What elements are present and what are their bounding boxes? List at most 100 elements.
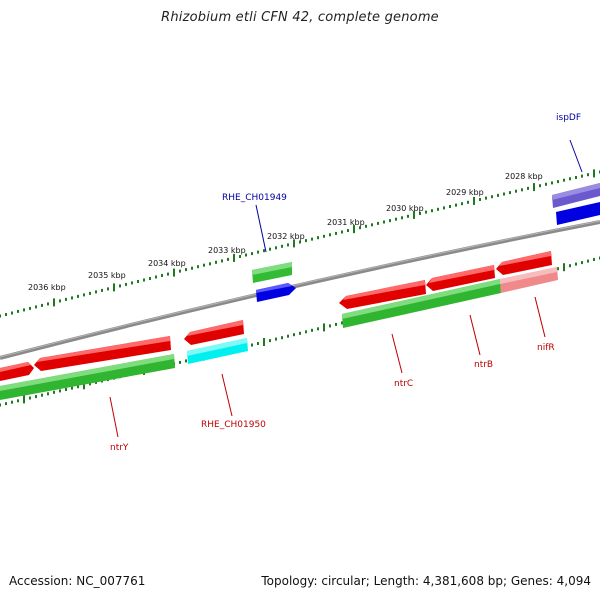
ruler-minor-tick — [179, 269, 181, 273]
ruler-minor-tick — [305, 330, 307, 334]
gene-arrow-highlight — [342, 279, 500, 319]
ruler-major-tick — [473, 196, 475, 205]
gene-arrow-ispDF-sub[interactable] — [556, 202, 600, 225]
ruler-major-tick — [413, 210, 415, 219]
gene-label-ntrC[interactable]: ntrC — [394, 379, 413, 389]
ruler-minor-tick — [305, 239, 307, 243]
ruler-minor-tick — [101, 288, 103, 292]
ruler-minor-tick — [341, 230, 343, 234]
kbp-label: 2036 kbp — [28, 283, 66, 292]
ruler-minor-tick — [59, 389, 61, 393]
ruler-minor-tick — [287, 334, 289, 338]
ruler-major-tick — [323, 323, 325, 332]
leader-ntrY — [109, 396, 119, 438]
ruler-minor-tick — [293, 333, 295, 337]
gene-label-ntrB[interactable]: ntrB — [474, 360, 493, 370]
accession-text: Accession: NC_007761 — [9, 574, 146, 588]
feature-RHE_CH01950[interactable] — [184, 320, 248, 364]
feature-ispDF[interactable] — [552, 183, 600, 225]
ruler-minor-tick — [407, 214, 409, 218]
ruler-minor-tick — [491, 195, 493, 199]
ruler-minor-tick — [5, 313, 7, 316]
ruler-minor-tick — [269, 339, 271, 343]
gene-arrow-highlight — [256, 283, 292, 293]
ruler-minor-tick — [149, 277, 151, 280]
kbp-label: 2030 kbp — [386, 204, 424, 213]
ruler-minor-tick — [245, 253, 247, 257]
leader-RHE_CH01949 — [255, 204, 267, 253]
leader-ntrC — [391, 333, 403, 374]
ruler-minor-tick — [35, 395, 37, 399]
chromosome-backbone-highlight — [0, 220, 600, 358]
leader-lines — [109, 139, 583, 438]
kbp-scale-labels: 2036 kbp 2035 kbp 2034 kbp 2033 kbp 2032… — [28, 172, 543, 292]
ruler-minor-tick — [329, 233, 331, 237]
ruler-minor-tick — [275, 337, 277, 341]
ruler-minor-tick — [269, 247, 271, 251]
ruler-minor-tick — [455, 203, 457, 207]
gene-arrow-highlight — [343, 280, 425, 300]
feature-green-band-right[interactable] — [342, 267, 558, 328]
gene-arrow-highlight — [500, 267, 557, 284]
gene-arrow-highlight — [0, 362, 31, 372]
ruler-major-tick — [533, 183, 535, 192]
ruler-minor-tick — [281, 244, 283, 248]
ruler-minor-tick — [167, 272, 169, 276]
gene-label-ntrY[interactable]: ntrY — [110, 443, 129, 453]
feature-ntrC-ntrB-nifR-red[interactable] — [339, 251, 552, 309]
kbp-label: 2031 kbp — [327, 218, 365, 227]
ruler-minor-tick — [479, 198, 481, 201]
feature-RHE_CH01949[interactable] — [252, 262, 296, 302]
ruler-minor-tick — [425, 210, 427, 214]
ruler-minor-tick — [137, 280, 139, 283]
gene-arrow-highlight — [187, 338, 247, 356]
ruler-major-tick — [293, 239, 295, 248]
ruler-minor-tick — [461, 202, 463, 206]
ruler-minor-tick — [335, 322, 337, 326]
ruler-minor-tick — [41, 393, 43, 397]
kbp-label: 2028 kbp — [505, 172, 543, 181]
ruler-minor-tick — [299, 331, 301, 335]
ruler-minor-tick — [77, 385, 79, 389]
ruler-minor-tick — [569, 264, 571, 268]
ruler-minor-tick — [539, 184, 541, 188]
ruler-minor-tick — [347, 229, 349, 232]
gene-label-ispDF[interactable]: ispDF — [556, 113, 581, 123]
ruler-minor-tick — [335, 231, 337, 235]
ruler-minor-tick — [377, 221, 379, 225]
ruler-minor-tick — [587, 259, 589, 263]
ruler-minor-tick — [0, 314, 1, 318]
gene-arrow-blue[interactable] — [256, 283, 296, 302]
ruler-minor-tick — [449, 205, 451, 208]
ruler-major-tick — [263, 338, 265, 346]
gene-label-nifR[interactable]: nifR — [537, 343, 555, 353]
ruler-minor-tick — [161, 274, 163, 277]
feature-green-band-left[interactable] — [0, 354, 175, 400]
ruler-minor-tick — [215, 260, 217, 264]
ruler-minor-tick — [515, 189, 517, 193]
gene-labels: ispDF RHE_CH01949 ntrY RHE_CH01950 ntrC … — [110, 113, 581, 453]
ruler-minor-tick — [251, 252, 253, 256]
gene-label-RHE_CH01949[interactable]: RHE_CH01949 — [222, 193, 287, 203]
ruler-minor-tick — [107, 287, 109, 291]
ruler-minor-tick — [359, 226, 361, 230]
ruler-minor-tick — [35, 305, 37, 309]
ruler-minor-tick — [281, 336, 283, 340]
ruler-minor-tick — [11, 311, 13, 315]
ruler-minor-tick — [203, 263, 205, 267]
gene-arrow-highlight — [499, 251, 551, 266]
kbp-label: 2034 kbp — [148, 259, 186, 268]
ruler-minor-tick — [527, 186, 529, 190]
ruler-minor-tick — [17, 309, 19, 313]
ruler-minor-tick — [41, 303, 43, 307]
feature-red-left-pair[interactable] — [0, 336, 171, 381]
leader-nifR — [534, 296, 546, 338]
leader-ntrB — [469, 314, 481, 356]
ruler-minor-tick — [401, 216, 403, 220]
ruler-minor-tick — [185, 268, 187, 272]
ruler-minor-tick — [263, 249, 265, 253]
ruler-minor-tick — [503, 192, 505, 196]
ruler-minor-tick — [29, 306, 31, 310]
ruler-minor-tick — [395, 217, 397, 221]
gene-label-RHE_CH01950[interactable]: RHE_CH01950 — [201, 420, 266, 430]
